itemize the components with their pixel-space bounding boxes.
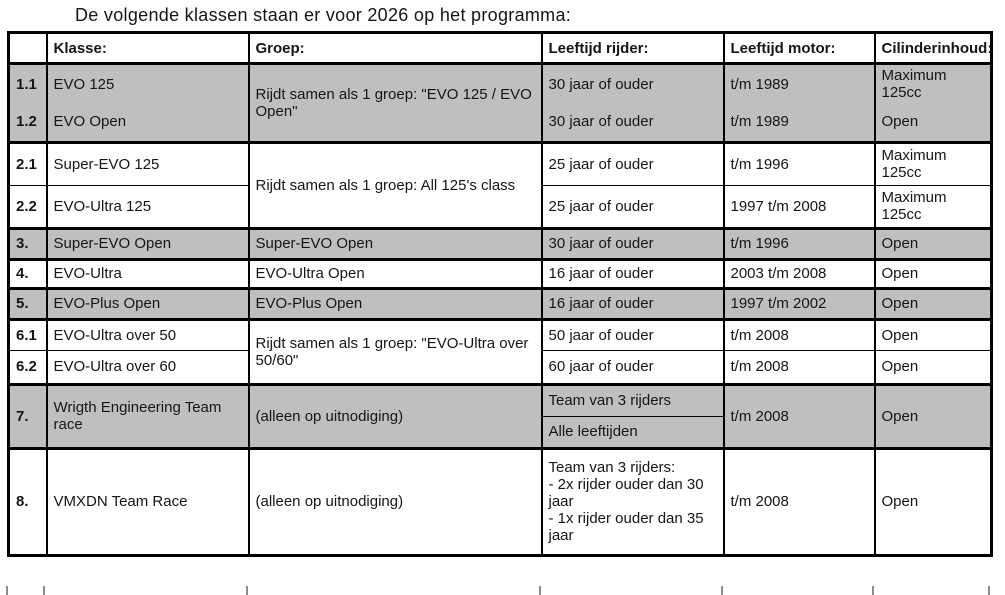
cell-groep: Rijdt samen als 1 groep: All 125's class (247, 142, 543, 230)
table-continuation-stub (246, 586, 248, 595)
cell-groep: (alleen op uitnodiging) (247, 448, 543, 555)
page-title: De volgende klassen staan er voor 2026 o… (75, 5, 572, 25)
cell-num: 2.2 (7, 185, 48, 230)
table-row: Alle leeftijden (9, 416, 992, 450)
cell-rijder: Team van 3 rijders: - 2x rijder ouder da… (540, 448, 725, 555)
cell-motor: t/m 2008 (722, 384, 876, 450)
cell-num: 7. (7, 384, 48, 450)
cell-klasse: EVO-Ultra 125 (45, 185, 250, 230)
cell-klasse: EVO-Ultra over 50 (45, 319, 250, 351)
cell-klasse: Super-EVO 125 (45, 142, 250, 186)
cell-cilinder: Open (873, 259, 993, 290)
cell-motor: 2003 t/m 2008 (722, 259, 876, 290)
cell-num: 8. (7, 448, 48, 555)
cell-motor: t/m 1996 (722, 228, 876, 261)
cell-num: 1.2 (7, 103, 48, 144)
cell-motor: t/m 2008 (722, 350, 876, 386)
cell-rijder: 16 jaar of ouder (540, 288, 725, 321)
cell-rijder: Team van 3 rijders (540, 384, 725, 417)
header-rijder: Leeftijd rijder: (540, 32, 725, 65)
table-row: 6.1 EVO-Ultra over 50 Rijdt samen als 1 … (7, 319, 993, 386)
table-continuation-stub (539, 586, 541, 595)
header-row: Klasse: Groep: Leeftijd rijder: Leeftijd… (7, 32, 993, 65)
cell-num: 6.1 (7, 319, 48, 351)
cell-klasse: Wrigth Engineering Team race (45, 384, 250, 450)
table-row: 7. Wrigth Engineering Team race (alleen … (7, 384, 993, 450)
table-row: 3. Super-EVO Open Super-EVO Open 30 jaar… (7, 228, 993, 261)
cell-cilinder: Open (873, 228, 993, 261)
header-num (7, 32, 48, 65)
cell-rijder: 25 jaar of ouder (540, 185, 725, 230)
header-cilinder: Cilinderinhoud: (873, 32, 993, 65)
klassen-table: Klasse: Groep: Leeftijd rijder: Leeftijd… (7, 31, 993, 557)
cell-motor: t/m 1996 (722, 142, 876, 186)
cell-klasse: Super-EVO Open (45, 228, 250, 261)
cell-rijder: Alle leeftijden (540, 416, 725, 450)
table-continuation-stub (6, 586, 8, 595)
cell-cilinder: Maximum 125cc (873, 63, 993, 103)
cell-cilinder: Open (873, 384, 993, 450)
table-row: 1.2 EVO Open 30 jaar of ouder t/m 1989 O… (7, 103, 993, 144)
cell-cilinder: Open (873, 319, 993, 351)
cell-num: 5. (7, 288, 48, 321)
cell-num: 3. (7, 228, 48, 261)
table-continuation-stub (721, 586, 723, 595)
cell-groep: Super-EVO Open (247, 228, 543, 261)
cell-groep: (alleen op uitnodiging) (247, 384, 543, 450)
table-continuation-stub (43, 586, 45, 595)
cell-rijder: 30 jaar of ouder (540, 228, 725, 261)
cell-num: 2.1 (7, 142, 48, 186)
header-groep: Groep: (247, 32, 543, 65)
cell-rijder: 30 jaar of ouder (540, 103, 725, 144)
table-row: 4. EVO-Ultra EVO-Ultra Open 16 jaar of o… (7, 259, 993, 290)
cell-cilinder: Open (873, 103, 993, 144)
cell-cilinder: Maximum 125cc (873, 142, 993, 186)
table-row: 2.1 Super-EVO 125 Rijdt samen als 1 groe… (7, 142, 993, 230)
cell-motor: t/m 1989 (722, 63, 876, 103)
cell-klasse: EVO 125 (45, 63, 250, 103)
cell-num: 1.1 (7, 63, 48, 103)
table-continuation-stub (988, 586, 990, 595)
table-row: 6.2 EVO-Ultra over 60 60 jaar of ouder t… (7, 350, 993, 386)
table-row: 1.1 EVO 125 Rijdt samen als 1 groep: "EV… (7, 63, 993, 144)
cell-motor: t/m 1989 (722, 103, 876, 144)
cell-cilinder: Open (873, 350, 993, 386)
cell-motor: 1997 t/m 2002 (722, 288, 876, 321)
header-motor: Leeftijd motor: (722, 32, 876, 65)
cell-motor: t/m 2008 (722, 448, 876, 555)
cell-cilinder: Maximum 125cc (873, 185, 993, 230)
cell-num: 4. (7, 259, 48, 290)
cell-klasse: VMXDN Team Race (45, 448, 250, 555)
cell-groep: EVO-Plus Open (247, 288, 543, 321)
table-row: 2.2 EVO-Ultra 125 25 jaar of ouder 1997 … (7, 185, 993, 230)
cell-klasse: EVO-Ultra over 60 (45, 350, 250, 386)
table-row: 8. VMXDN Team Race (alleen op uitnodigin… (7, 448, 993, 555)
cell-rijder: 30 jaar of ouder (540, 63, 725, 103)
cell-num: 6.2 (7, 350, 48, 386)
cell-groep: Rijdt samen als 1 groep: "EVO-Ultra over… (247, 319, 543, 386)
cell-rijder: 25 jaar of ouder (540, 142, 725, 186)
cell-cilinder: Open (873, 288, 993, 321)
cell-klasse: EVO-Plus Open (45, 288, 250, 321)
header-klasse: Klasse: (45, 32, 250, 65)
cell-motor: t/m 2008 (722, 319, 876, 351)
cell-klasse: EVO Open (45, 103, 250, 144)
cell-motor: 1997 t/m 2008 (722, 185, 876, 230)
cell-rijder: 16 jaar of ouder (540, 259, 725, 290)
cell-rijder: 50 jaar of ouder (540, 319, 725, 351)
cell-groep: Rijdt samen als 1 groep: "EVO 125 / EVO … (247, 63, 543, 144)
table-continuation-stub (872, 586, 874, 595)
cell-groep: EVO-Ultra Open (247, 259, 543, 290)
table-row: 5. EVO-Plus Open EVO-Plus Open 16 jaar o… (7, 288, 993, 321)
cell-rijder: 60 jaar of ouder (540, 350, 725, 386)
cell-cilinder: Open (873, 448, 993, 555)
cell-klasse: EVO-Ultra (45, 259, 250, 290)
